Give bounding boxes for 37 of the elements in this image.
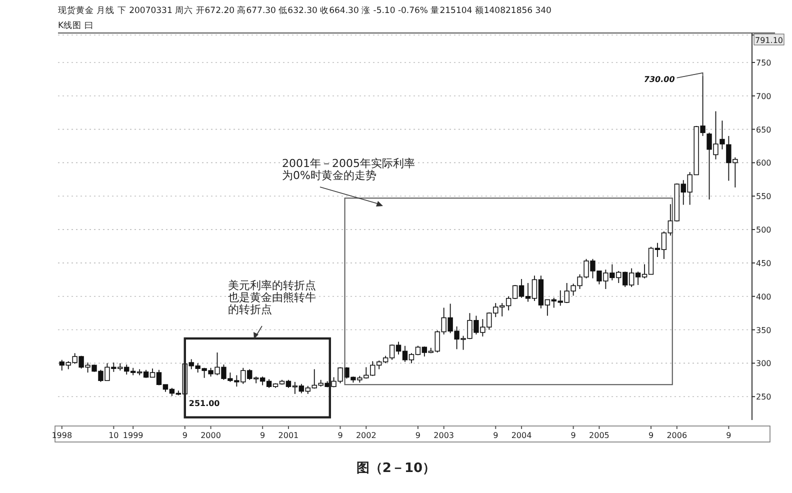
y-tick-label: 350 xyxy=(756,326,772,335)
y-tick-label: 500 xyxy=(756,226,772,235)
x-tick-label: 9 xyxy=(260,431,266,440)
x-tick-label: 2006 xyxy=(666,431,688,440)
x-tick-label: 9 xyxy=(493,431,498,440)
x-tick-label: 9 xyxy=(415,431,420,440)
annotation: 2001年－2005年实际利率为0%时黄金的走势 xyxy=(282,157,415,182)
x-tick-label: 2005 xyxy=(589,431,610,440)
x-tick-label: 2003 xyxy=(434,431,454,440)
y-tick-label: 300 xyxy=(756,359,772,368)
chart-title: 现货黄金 月线 下 20070331 周六 开672.20 高677.30 低632.30 收664.30 涨 -5.10 -0.76% 量215104 额140821856 340 xyxy=(58,5,552,16)
chart-subtitle: K线图 曰 xyxy=(58,20,94,31)
x-tick-label: 1999 xyxy=(122,431,144,440)
x-tick-label: 1998 xyxy=(52,431,72,440)
x-tick-label: 9 xyxy=(570,431,576,440)
x-tick-label: 9 xyxy=(648,431,654,440)
x-tick-label: 9 xyxy=(726,431,732,440)
x-tick-label: 10 xyxy=(108,431,119,440)
x-tick-label: 2001 xyxy=(278,431,299,440)
y-tick-label: 600 xyxy=(756,158,772,168)
y-tick-label: 250 xyxy=(756,392,772,402)
y-tick-label: 650 xyxy=(756,125,772,134)
x-tick-label: 2004 xyxy=(511,431,532,440)
annotation: 251.00 xyxy=(188,398,220,408)
x-tick-label: 9 xyxy=(338,431,343,440)
x-tick-label: 9 xyxy=(182,431,188,440)
y-tick-label: 400 xyxy=(756,292,772,302)
y-tick-label: 550 xyxy=(756,192,772,202)
x-tick-label: 2002 xyxy=(356,431,376,440)
x-tick-label: 2000 xyxy=(200,431,221,440)
annotation: 730.00 xyxy=(644,74,676,84)
y-tick-label: 700 xyxy=(756,92,772,101)
y-tick-label: 750 xyxy=(756,58,772,68)
text: 图（2－10） xyxy=(356,461,436,476)
annotation: 美元利率的转折点也是黄金由熊转牛的转折点 xyxy=(228,279,316,316)
y-tick-label: 450 xyxy=(756,258,772,268)
y-tick-label: 791.10 xyxy=(755,36,783,45)
